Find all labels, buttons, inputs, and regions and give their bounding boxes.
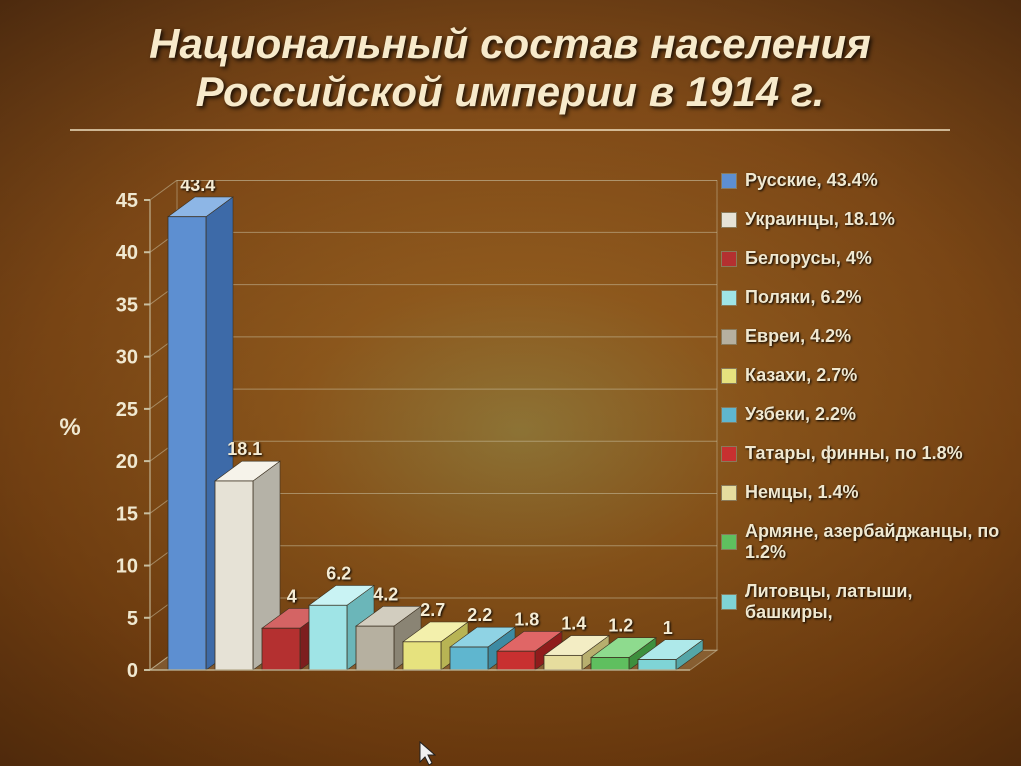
legend-item: Поляки, 6.2% bbox=[721, 287, 1001, 308]
svg-text:1.4: 1.4 bbox=[561, 614, 586, 634]
legend-label: Немцы, 1.4% bbox=[745, 482, 859, 503]
svg-text:25: 25 bbox=[116, 399, 138, 421]
legend-swatch bbox=[721, 407, 737, 423]
svg-text:15: 15 bbox=[116, 503, 138, 525]
svg-text:4: 4 bbox=[287, 586, 297, 606]
legend-item: Татары, финны, по 1.8% bbox=[721, 443, 1001, 464]
svg-text:20: 20 bbox=[116, 451, 138, 473]
svg-text:1: 1 bbox=[663, 618, 673, 638]
legend-item: Узбеки, 2.2% bbox=[721, 404, 1001, 425]
legend-item: Армяне, азербайджанцы, по 1.2% bbox=[721, 521, 1001, 563]
legend-swatch bbox=[721, 534, 737, 550]
legend-label: Армяне, азербайджанцы, по 1.2% bbox=[745, 521, 1001, 563]
svg-text:6.2: 6.2 bbox=[326, 563, 351, 583]
legend-swatch bbox=[721, 251, 737, 267]
legend-swatch bbox=[721, 173, 737, 189]
legend-label: Русские, 43.4% bbox=[745, 170, 878, 191]
svg-text:40: 40 bbox=[116, 242, 138, 264]
legend-swatch bbox=[721, 446, 737, 462]
legend-item: Немцы, 1.4% bbox=[721, 482, 1001, 503]
legend-label: Литовцы, латыши, башкиры, bbox=[745, 581, 1001, 623]
legend-item: Русские, 43.4% bbox=[721, 170, 1001, 191]
legend-swatch bbox=[721, 368, 737, 384]
svg-text:4.2: 4.2 bbox=[373, 584, 398, 604]
mouse-cursor-icon bbox=[418, 740, 436, 771]
legend-item: Литовцы, латыши, башкиры, bbox=[721, 581, 1001, 623]
svg-text:30: 30 bbox=[116, 347, 138, 369]
svg-text:5: 5 bbox=[127, 608, 138, 630]
svg-text:1.2: 1.2 bbox=[608, 616, 633, 636]
legend-item: Украинцы, 18.1% bbox=[721, 209, 1001, 230]
svg-text:0: 0 bbox=[127, 660, 138, 682]
svg-text:10: 10 bbox=[116, 556, 138, 578]
svg-text:1.8: 1.8 bbox=[514, 609, 539, 629]
slide: Национальный состав населения Российской… bbox=[0, 0, 1021, 766]
legend-label: Белорусы, 4% bbox=[745, 248, 872, 269]
svg-text:35: 35 bbox=[116, 294, 138, 316]
legend: Русские, 43.4% Украинцы, 18.1% Белорусы, 4… bbox=[721, 170, 1001, 623]
legend-item: Евреи, 4.2% bbox=[721, 326, 1001, 347]
legend-swatch bbox=[721, 212, 737, 228]
svg-text:43.4: 43.4 bbox=[180, 180, 215, 195]
chart-area: 0 5 10 15 20 25 30 35 40 45% 43.4 18.1 4 6.2 4.2 2.7 2.2… bbox=[40, 180, 720, 740]
chart-title: Национальный состав населения Российской… bbox=[70, 20, 950, 131]
legend-swatch bbox=[721, 485, 737, 501]
legend-item: Казахи, 2.7% bbox=[721, 365, 1001, 386]
svg-text:%: % bbox=[59, 414, 80, 441]
legend-label: Поляки, 6.2% bbox=[745, 287, 862, 308]
legend-swatch bbox=[721, 594, 737, 610]
bar-chart-svg: 0 5 10 15 20 25 30 35 40 45% 43.4 18.1 4 6.2 4.2 2.7 2.2… bbox=[40, 180, 720, 760]
legend-item: Белорусы, 4% bbox=[721, 248, 1001, 269]
svg-text:45: 45 bbox=[116, 190, 138, 212]
legend-label: Казахи, 2.7% bbox=[745, 365, 857, 386]
legend-label: Евреи, 4.2% bbox=[745, 326, 851, 347]
legend-swatch bbox=[721, 290, 737, 306]
legend-label: Татары, финны, по 1.8% bbox=[745, 443, 963, 464]
legend-label: Украинцы, 18.1% bbox=[745, 209, 895, 230]
svg-text:18.1: 18.1 bbox=[227, 439, 262, 459]
svg-text:2.7: 2.7 bbox=[420, 600, 445, 620]
legend-label: Узбеки, 2.2% bbox=[745, 404, 856, 425]
legend-swatch bbox=[721, 329, 737, 345]
svg-text:2.2: 2.2 bbox=[467, 605, 492, 625]
